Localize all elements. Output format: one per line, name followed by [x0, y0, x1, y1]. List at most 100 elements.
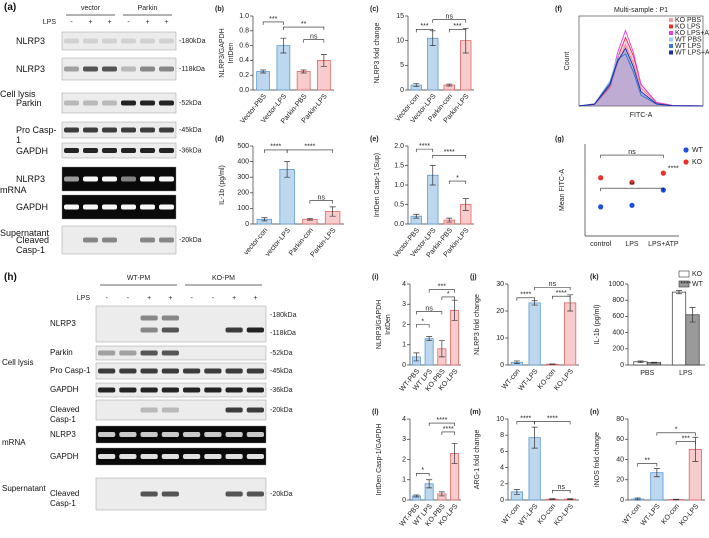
blot-strip	[61, 92, 177, 114]
blot-band	[204, 454, 222, 459]
y-tick-label: 20	[616, 477, 624, 484]
blot-band	[140, 148, 155, 153]
row-label: NLRP3	[50, 429, 76, 439]
significance-label: ****	[556, 290, 567, 297]
blot-band	[83, 38, 98, 44]
plot-frame	[578, 15, 704, 107]
size-label: -20kDa	[270, 491, 293, 498]
x-tick-label: control	[590, 241, 611, 248]
blot-band	[121, 204, 136, 210]
panel-label: (b)	[215, 6, 224, 13]
y-tick-label: 400	[612, 329, 624, 336]
x-tick-label: KO-LPS	[553, 368, 575, 392]
chart-title: Multi-sample : P1	[614, 7, 668, 14]
lane-label: +	[253, 295, 257, 302]
blot-band	[140, 66, 155, 72]
bar	[256, 71, 271, 91]
y-axis-label: NLRP3/GAPDH	[219, 28, 226, 77]
point	[660, 170, 666, 176]
lane-label: -	[127, 295, 130, 302]
size-label: -45kDa	[270, 368, 293, 375]
blot-band	[64, 66, 79, 72]
y-tick-label: 30	[496, 281, 504, 288]
significance-bracket	[448, 180, 467, 185]
blot-band	[102, 100, 117, 106]
error-bar	[462, 27, 469, 54]
y-tick-label: 80	[616, 416, 624, 423]
y-tick-label: 500	[237, 143, 249, 150]
y-tick-label: 1.0	[239, 13, 249, 20]
error-bar	[438, 340, 445, 358]
blot-band	[83, 237, 98, 243]
blot-band	[140, 204, 155, 210]
blot-band	[183, 432, 201, 437]
blot-band	[204, 432, 222, 437]
group-label: WT-PM	[127, 275, 150, 282]
y-tick-label: 1	[402, 342, 406, 349]
significance-label: *	[456, 175, 459, 182]
error-bar	[634, 497, 641, 501]
panel-label: (a)	[4, 2, 17, 13]
blot-strip	[95, 362, 267, 380]
blot-band	[102, 204, 117, 210]
blot-band	[140, 387, 158, 393]
error-bar	[426, 479, 433, 489]
size-label: -45kDa	[179, 127, 202, 134]
lane-label: +	[107, 19, 111, 26]
blot-strip	[95, 447, 267, 466]
significance-label: ****	[444, 149, 455, 156]
blot-band	[204, 368, 222, 374]
blot-band	[102, 148, 117, 153]
blot-band	[64, 204, 79, 210]
significance-bracket	[534, 286, 571, 291]
blot-band	[161, 350, 179, 356]
error-bar	[549, 363, 556, 365]
blot-strip	[61, 121, 177, 139]
bar	[671, 291, 687, 366]
blot-band	[83, 176, 98, 182]
size-label: -36kDa	[179, 147, 202, 154]
significance-label: **	[301, 21, 307, 28]
histogram-line	[578, 47, 704, 107]
y-tick-label: 0.2	[239, 72, 249, 79]
blot-band	[183, 454, 201, 459]
blot-band	[83, 148, 98, 153]
blot-band	[159, 100, 174, 106]
blot-band	[121, 176, 136, 182]
size-label: -180kDa	[270, 312, 297, 319]
blot-band	[161, 315, 179, 321]
bar	[279, 168, 295, 225]
significance-label: ns	[558, 484, 566, 491]
y-axis-label: NLRP3 fold change	[374, 23, 381, 84]
significance-label: *	[675, 427, 678, 434]
panel-label: (l)	[372, 409, 379, 416]
group-label: Parkin	[138, 5, 158, 12]
panel-label: (h)	[4, 272, 17, 283]
lane-label: +	[232, 295, 236, 302]
blot-band	[64, 176, 79, 182]
size-label: -20kDa	[270, 407, 293, 414]
x-tick-label: LPS+ATP	[648, 241, 679, 248]
panel-label: (c)	[370, 6, 379, 13]
significance-bracket	[448, 29, 467, 33]
blot-band	[121, 127, 136, 133]
y-tick-label: 20	[496, 308, 504, 315]
error-bar	[280, 37, 287, 54]
significance-label: ***	[420, 23, 428, 30]
blot-band	[119, 350, 137, 356]
significance-bracket	[600, 187, 664, 192]
blot-band	[140, 454, 158, 459]
row-label: Parkin	[50, 348, 73, 357]
legend-label: WT LPS	[675, 43, 701, 50]
significance-bracket	[415, 148, 434, 153]
blot-band	[121, 148, 136, 153]
error-bar	[260, 69, 267, 74]
blot-band	[83, 66, 98, 72]
significance-bracket	[283, 26, 325, 31]
blot-band	[140, 176, 155, 182]
y-tick-label: 2	[500, 481, 504, 488]
y-axis-label: NLRP3/GAPDH	[376, 300, 383, 349]
blot-band	[161, 491, 179, 497]
bar	[564, 302, 577, 366]
blot-band	[161, 454, 179, 459]
